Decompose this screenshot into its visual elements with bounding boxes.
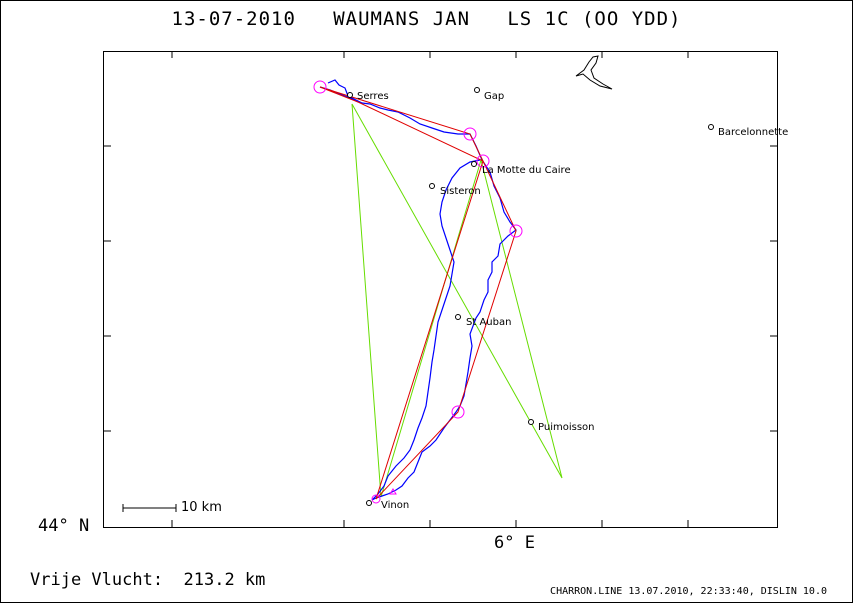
gps-track <box>319 79 517 501</box>
distance-text: Vrije Vlucht: 213.2 km <box>30 570 266 590</box>
longitude-label: 6° E <box>494 533 535 553</box>
alt-lines <box>351 103 563 498</box>
start-triangle-icon <box>389 488 397 495</box>
axis-ticks <box>103 51 777 527</box>
task-line <box>319 86 517 500</box>
place-label: Puimoisson <box>538 422 594 433</box>
place-marker <box>474 87 480 93</box>
turnpoint-marker <box>476 154 490 168</box>
place-marker <box>455 314 461 320</box>
place-marker <box>366 500 372 506</box>
place-label: La Motte du Caire <box>482 165 571 176</box>
place-marker <box>429 183 435 189</box>
place-label: Sisteron <box>440 186 481 197</box>
credit-text: CHARRON.LINE 13.07.2010, 22:33:40, DISLI… <box>550 586 827 597</box>
place-marker <box>528 419 534 425</box>
place-label: Serres <box>357 91 389 102</box>
place-label: Gap <box>484 91 504 102</box>
place-marker <box>347 92 353 98</box>
turnpoint-marker <box>451 405 465 419</box>
turnpoint-marker <box>463 127 477 141</box>
place-marker <box>708 124 714 130</box>
place-label: Vinon <box>381 500 409 511</box>
place-marker <box>471 161 477 167</box>
lake-outline <box>575 55 613 90</box>
place-markers <box>347 87 714 506</box>
turnpoint-marker <box>313 80 327 94</box>
turnpoint-marker <box>509 224 523 238</box>
turnpoints <box>313 80 523 504</box>
plot-frame <box>103 51 778 528</box>
scale-bar <box>122 504 177 512</box>
latitude-label: 44° N <box>38 516 90 536</box>
turnpoint-marker <box>371 494 381 504</box>
place-label: Barcelonnette <box>718 127 788 138</box>
scale-label: 10 km <box>181 500 222 515</box>
map-title: 13-07-2010 WAUMANS JAN LS 1C (OO YDD) <box>171 8 682 30</box>
place-label: St Auban <box>466 317 511 328</box>
